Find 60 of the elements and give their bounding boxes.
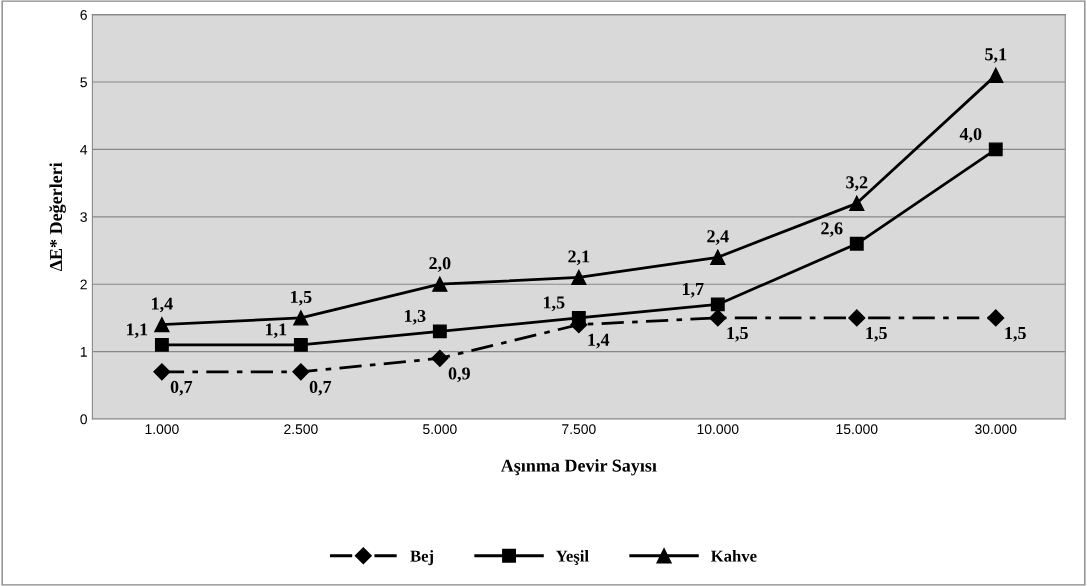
data-label: 1,5 [866,326,887,342]
point [154,337,169,352]
x-tick-label: 15.000 [836,424,878,435]
point [849,195,865,211]
data-label: 1,5 [727,326,748,342]
legend-label: Yeşil [556,550,589,566]
data-label: 2,4 [707,230,729,245]
x-tick-label: 10.000 [697,424,739,435]
point [293,337,308,352]
point [571,310,586,325]
data-label: 5,1 [985,48,1007,63]
legend-label: Kahve [711,550,757,562]
data-label: 1,7 [682,282,704,298]
point [432,276,448,292]
data-label: 0,7 [170,380,193,396]
point [154,317,170,333]
y-tick-label: 5 [80,77,87,88]
y-tick-label: 1 [80,347,87,357]
data-label: 4,0 [959,127,982,143]
point [988,67,1004,83]
point [292,363,310,381]
y-tick-label: 6 [80,9,87,20]
data-label: 1,5 [543,296,565,312]
data-label: 1,3 [405,309,426,325]
y-tick-label: 0 [80,414,87,425]
point [153,363,171,381]
point [848,309,866,327]
x-tick-label: 7.500 [562,424,596,435]
data-label: 3,2 [846,176,868,192]
point [710,297,725,312]
y-tick-label: 4 [80,144,88,155]
data-label: 1,1 [266,323,287,339]
x-axis-title: Aşınma Devir Sayısı [500,459,657,476]
x-tick-label: 2.500 [284,424,318,435]
point [709,309,727,327]
y-tick-label: 3 [80,212,87,222]
legend-label: Bej [410,550,433,566]
y-tick-label: 2 [80,279,87,290]
x-tick-label: 1.000 [145,424,179,435]
point [571,269,587,286]
data-label: 1,5 [291,290,312,306]
x-tick-label: 5.000 [423,424,457,435]
point [988,142,1003,157]
point [987,309,1005,327]
point [293,310,309,326]
data-label: 1,5 [1005,326,1026,342]
x-tick-label: 30.000 [975,424,1017,435]
data-label: 0,9 [448,367,470,383]
data-label: 0,7 [309,380,332,396]
data-label: 1,4 [588,333,610,349]
data-label: 1,1 [127,323,148,339]
data-label: 2,1 [568,250,590,266]
point [432,324,447,339]
data-label: 2,0 [429,257,451,272]
data-label: 2,6 [821,222,843,238]
y-axis-title: ΔE* Değerleri [49,162,66,272]
point [710,249,726,265]
point [431,349,449,367]
point [849,236,864,251]
data-label: 1,4 [152,297,173,313]
